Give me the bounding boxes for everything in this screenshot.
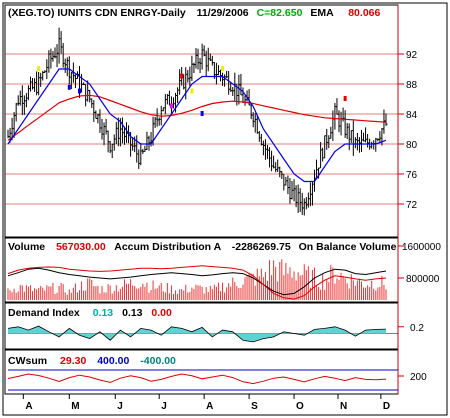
signal-marker	[190, 88, 194, 94]
price-gridlines	[5, 53, 398, 205]
cwsum-value-3: -400.00	[140, 355, 176, 367]
demand-fill	[8, 326, 386, 342]
x-tick-label: M	[71, 401, 79, 412]
chart-header: (XEG.TO) IUNITS CDN ENRGY-Daily 11/29/20…	[8, 7, 380, 19]
demand-value-2: 0.13	[122, 307, 143, 319]
obv-line	[7, 265, 387, 300]
demand-header: Demand Index 0.13 0.13 0.00	[8, 307, 172, 319]
cwsum-lines	[7, 369, 398, 391]
price-tick-label: 84	[406, 110, 418, 121]
signal-marker	[221, 66, 225, 71]
price-tick-label: 88	[406, 80, 418, 91]
signal-marker	[78, 88, 82, 94]
cwsum-line	[7, 373, 387, 385]
demand-value-1: 0.13	[93, 307, 114, 319]
volume-tick-label: 800000	[406, 274, 440, 285]
price-tick-label: 80	[406, 140, 418, 151]
accum-dist-label: Accum Distribution A	[114, 241, 221, 253]
signal-marker	[169, 103, 173, 109]
demand-axis-ticks: 0.2	[398, 323, 424, 334]
ema-line	[7, 94, 387, 141]
accum-dist-line	[7, 267, 387, 296]
volume-indicator-lines	[7, 265, 387, 300]
volume-value: 567030.00	[56, 241, 106, 253]
x-tick-label: A	[25, 401, 32, 412]
demand-tick-label: 0.2	[410, 323, 424, 334]
volume-label: Volume	[8, 241, 45, 253]
short-ma-line	[7, 68, 387, 183]
obv-label: On Balance Volume	[299, 241, 397, 253]
header-date: 11/29/2006	[197, 7, 249, 19]
signal-marker	[37, 66, 41, 71]
close-value: C=82.650	[257, 7, 303, 19]
x-tick-label: J	[117, 401, 123, 412]
demand-value-3: 0.00	[151, 307, 172, 319]
signal-markers	[37, 66, 347, 116]
symbol-title: (XEG.TO) IUNITS CDN ENRGY-Daily	[8, 7, 186, 19]
volume-header: Volume 567030.00 Accum Distribution A -2…	[8, 241, 397, 253]
volume-axis-ticks: 800000 1600000	[398, 242, 441, 285]
x-tick-label: O	[296, 401, 304, 412]
volume-tick-label: 1600000	[402, 242, 441, 253]
ema-value: 80.066	[348, 7, 380, 19]
demand-line	[7, 325, 387, 343]
demand-label: Demand Index	[8, 307, 80, 319]
x-tick-label: D	[383, 401, 390, 412]
x-tick-label: S	[251, 401, 258, 412]
price-tick-label: 72	[406, 200, 418, 211]
price-tick-label: 76	[406, 170, 418, 181]
signal-marker	[180, 73, 184, 79]
price-axis-ticks: 72 76 80 84 88 92	[398, 50, 418, 211]
demand-index-area	[7, 325, 398, 343]
price-tick-label: 92	[406, 50, 418, 61]
x-tick-label: N	[340, 401, 347, 412]
x-tick-label: A	[206, 401, 213, 412]
signal-marker	[343, 96, 347, 101]
cwsum-value-1: 29.30	[60, 355, 86, 367]
price-lines	[7, 68, 387, 183]
cwsum-header: CWsum 29.30 400.00 -400.00	[8, 355, 176, 367]
cwsum-tick-label: 200	[410, 372, 427, 383]
cwsum-value-2: 400.00	[97, 355, 129, 367]
ema-label: EMA	[310, 7, 334, 19]
cwsum-axis-ticks: 200	[398, 372, 427, 383]
accum-dist-value: -2286269.75	[232, 241, 291, 253]
signal-marker	[200, 111, 204, 116]
x-tick-label: J	[161, 401, 167, 412]
signal-marker	[67, 84, 71, 90]
cwsum-label: CWsum	[8, 355, 47, 367]
